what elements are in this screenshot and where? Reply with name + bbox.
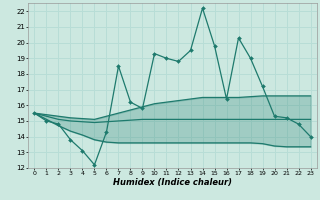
X-axis label: Humidex (Indice chaleur): Humidex (Indice chaleur) <box>113 178 232 187</box>
